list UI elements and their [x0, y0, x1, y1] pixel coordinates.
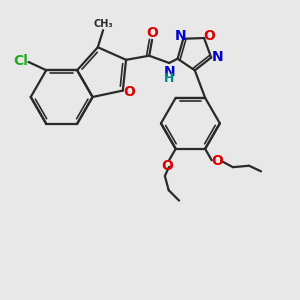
Text: Cl: Cl: [13, 53, 28, 68]
Text: O: O: [203, 29, 215, 43]
Text: O: O: [212, 154, 224, 169]
Text: N: N: [164, 65, 175, 79]
Text: N: N: [211, 50, 223, 64]
Text: H: H: [164, 72, 174, 85]
Text: N: N: [175, 29, 187, 43]
Text: CH₃: CH₃: [93, 19, 113, 29]
Text: O: O: [147, 26, 159, 40]
Text: O: O: [162, 159, 173, 173]
Text: O: O: [123, 85, 135, 99]
